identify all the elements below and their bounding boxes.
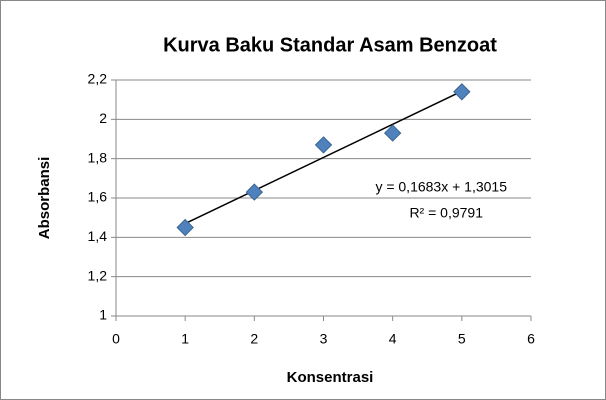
x-tick-label: 5	[458, 331, 466, 347]
x-tick-label: 3	[320, 331, 328, 347]
y-tick-label: 1,8	[88, 149, 108, 165]
x-tick-label: 4	[389, 331, 397, 347]
y-tick-label: 1,4	[88, 228, 108, 244]
data-point	[176, 218, 194, 237]
y-tick-label: 1,2	[88, 267, 108, 283]
trendline-equation: y = 0,1683x + 1,3015	[375, 179, 507, 195]
y-tick-label: 1	[99, 307, 107, 323]
x-tick-label: 6	[527, 331, 535, 347]
y-tick-label: 2,2	[88, 71, 108, 87]
y-tick-label: 1,6	[88, 189, 108, 205]
chart-title: Kurva Baku Standar Asam Benzoat	[163, 34, 497, 56]
data-point	[314, 136, 333, 154]
data-point	[383, 124, 402, 142]
trendline	[184, 90, 463, 225]
y-tick-label: 2	[99, 110, 107, 126]
x-tick-label: 2	[250, 331, 258, 347]
x-tick-label: 1	[181, 331, 189, 347]
trendline-r2: R² = 0,9791	[409, 205, 483, 221]
y-axis-label: Absorbansi	[36, 157, 53, 240]
data-point	[453, 83, 471, 101]
x-tick-label: 0	[112, 331, 120, 347]
data-point	[245, 183, 264, 201]
x-axis-label: Konsentrasi	[287, 369, 374, 386]
